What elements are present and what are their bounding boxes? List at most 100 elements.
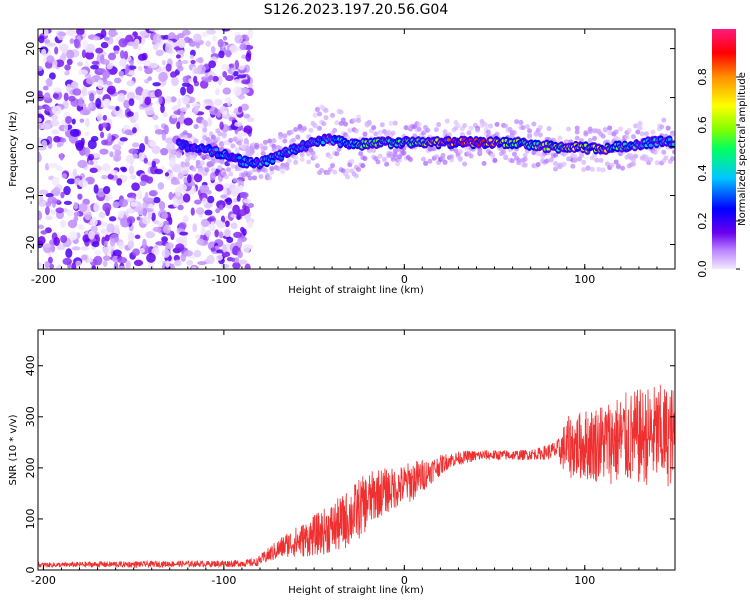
noise-blob (84, 147, 91, 158)
noise-blob (181, 95, 190, 103)
noise-blob (217, 38, 224, 48)
noise-blob (123, 99, 131, 109)
noise-blob (85, 43, 96, 54)
y-tick-label: 300 (24, 406, 37, 427)
noise-blob (60, 219, 66, 228)
halo-blob (468, 153, 474, 159)
halo-blob (299, 156, 305, 162)
noise-blob (247, 29, 254, 39)
halo-blob (514, 119, 520, 125)
noise-blob (114, 149, 122, 156)
halo-blob (349, 158, 355, 164)
noise-blob (218, 141, 225, 148)
noise-blob (134, 234, 141, 240)
noise-blob (62, 257, 73, 266)
halo-blob (659, 124, 665, 130)
noise-blob (215, 88, 220, 96)
noise-blob (66, 209, 74, 217)
noise-blob (237, 74, 247, 79)
noise-blob (182, 215, 189, 223)
spectrogram-xlabel: Height of straight line (km) (288, 285, 424, 296)
halo-blob (286, 158, 292, 164)
x-tick-label: -100 (211, 273, 236, 286)
y-tick-label: 200 (24, 457, 37, 478)
noise-blob (60, 234, 68, 244)
noise-blob (152, 114, 159, 121)
noise-blob (132, 41, 139, 50)
noise-blob (38, 235, 46, 245)
halo-blob (269, 169, 275, 175)
halo-blob (271, 138, 277, 144)
snr-series-line (38, 384, 675, 569)
halo-blob (312, 154, 318, 160)
noise-blob (87, 102, 94, 109)
noise-blob (69, 38, 75, 44)
noise-blob (225, 197, 233, 206)
noise-blob (100, 59, 110, 65)
halo-blob (390, 156, 396, 162)
halo-blob (269, 166, 275, 172)
noise-blob (143, 157, 148, 164)
halo-blob (633, 153, 639, 159)
halo-blob (602, 126, 608, 132)
noise-blob (152, 43, 159, 51)
halo-blob (379, 122, 385, 128)
noise-blob (200, 226, 206, 236)
noise-blob (49, 263, 55, 269)
noise-blob (113, 262, 119, 269)
noise-blob (168, 191, 174, 200)
halo-blob (384, 161, 390, 167)
noise-blob (183, 176, 188, 184)
noise-blob (162, 224, 171, 234)
noise-blob (117, 113, 127, 119)
halo-blob (436, 122, 442, 128)
noise-blob (68, 95, 76, 102)
noise-blob (168, 148, 176, 156)
noise-blob (101, 122, 108, 128)
halo-blob (245, 145, 251, 151)
halo-blob (587, 126, 593, 132)
noise-blob (100, 221, 108, 227)
noise-blob (132, 127, 137, 134)
noise-blob (161, 236, 168, 243)
noise-blob (102, 260, 108, 268)
noise-blob (182, 75, 191, 84)
noise-blob (55, 165, 63, 171)
halo-blob (639, 131, 645, 137)
halo-blob (494, 121, 500, 127)
noise-blob (186, 84, 194, 95)
noise-blob (38, 152, 42, 162)
halo-blob (340, 117, 346, 123)
halo-blob (546, 126, 552, 132)
noise-blob (101, 139, 108, 146)
halo-blob (306, 151, 312, 157)
halo-blob (537, 124, 543, 130)
halo-blob (635, 129, 641, 135)
halo-blob (433, 127, 439, 133)
noise-blob (139, 142, 146, 153)
noise-blob (171, 114, 177, 119)
halo-blob (362, 131, 368, 137)
noise-blob (90, 64, 99, 70)
noise-blob (203, 98, 213, 104)
noise-blob (45, 105, 51, 112)
noise-blob (66, 83, 72, 93)
noise-blob (205, 229, 212, 238)
noise-blob (242, 244, 251, 253)
noise-blob (186, 260, 194, 266)
halo-blob (672, 149, 675, 155)
halo-blob (643, 154, 649, 160)
x-tick-label: 100 (574, 574, 595, 587)
noise-blob (234, 121, 243, 127)
halo-blob (431, 146, 437, 152)
noise-blob (117, 140, 125, 146)
noise-blob (180, 165, 190, 175)
noise-blob (190, 59, 196, 65)
halo-blob (284, 162, 290, 168)
noise-blob (118, 241, 125, 250)
halo-blob (182, 134, 188, 140)
halo-blob (516, 160, 522, 166)
halo-blob (230, 163, 236, 169)
halo-blob (178, 133, 184, 139)
